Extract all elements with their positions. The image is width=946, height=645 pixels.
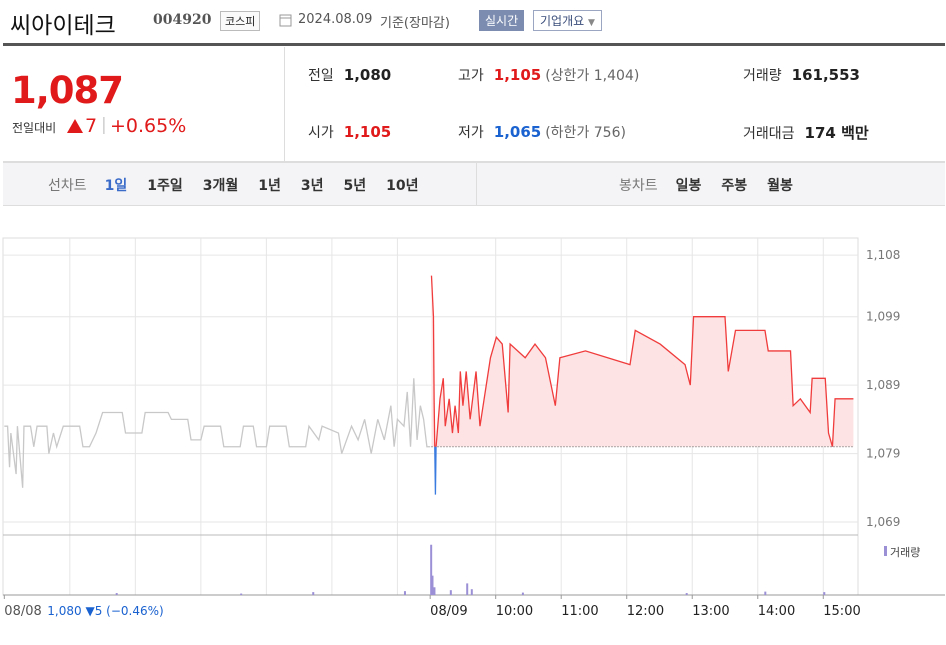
x-tick-label: 13:00: [692, 604, 729, 619]
volume-bar: [823, 592, 826, 595]
item-value: 1,105: [343, 123, 392, 141]
item-label: 거래량: [743, 68, 782, 84]
tab[interactable]: 5년: [343, 178, 367, 194]
item-value: 1,105: [493, 66, 542, 84]
area: [431, 275, 854, 447]
tab[interactable]: 3개월: [202, 178, 239, 194]
x-tick-label: 15:00: [823, 604, 860, 619]
price-line: [430, 275, 854, 447]
item-value: 174 백만: [804, 124, 869, 142]
tab[interactable]: 일봉: [675, 178, 702, 194]
overview-button[interactable]: 기업개요 ▼: [533, 10, 602, 31]
summary-item: 거래대금 174 백만: [743, 122, 869, 143]
overview-label[interactable]: 기업개요: [540, 14, 585, 28]
calendar-icon: [279, 14, 292, 27]
y-tick-label: 1,079: [866, 447, 900, 461]
x-tick-label: 12:00: [627, 604, 664, 619]
item-value: 1,065: [493, 123, 542, 141]
tab-group-label: 봉차트: [619, 178, 658, 194]
y-tick-label: 1,108: [866, 248, 900, 262]
tab[interactable]: 1년: [258, 178, 281, 194]
item-label: 고가: [458, 68, 484, 84]
stock-name: 씨아이테크: [10, 13, 116, 39]
line-tabs: 선차트 1일 1주일 3개월 1년 3년 5년 10년: [48, 175, 419, 195]
volume-bar: [430, 544, 433, 595]
realtime-button[interactable]: 실시간: [479, 10, 525, 31]
volume-bar: [521, 592, 524, 595]
item-note: (상한가 1,404): [545, 68, 640, 84]
x-tick-label: 10:00: [496, 604, 533, 619]
change: 7: [85, 115, 98, 137]
legend-swatch: [884, 546, 887, 556]
volume-bar: [433, 587, 436, 595]
stock-code: 004920: [153, 12, 212, 28]
tab[interactable]: 주봉: [721, 178, 748, 194]
summary-item: 저가 1,065 (하한가 756): [458, 122, 626, 142]
tab-group-label: 선차트: [48, 178, 87, 194]
tabs: 선차트 1일 1주일 3개월 1년 3년 5년 10년 봉차트 일봉 주봉 월봉: [3, 162, 945, 206]
tab-divider: [476, 163, 477, 205]
prev-note: 1,080 ▼5 (−0.46%): [47, 604, 163, 618]
tab[interactable]: 1일: [104, 178, 128, 194]
summary-item: 전일 1,080: [308, 65, 391, 85]
volume-bar: [312, 592, 315, 595]
volume-bar: [685, 593, 688, 595]
legend-label: 거래량: [890, 546, 920, 559]
summary-item: 시가 1,105: [308, 122, 391, 142]
volume-bar: [764, 591, 767, 595]
separator: |: [101, 115, 107, 135]
market-badge: 코스피: [220, 11, 261, 31]
y-tick-label: 1,089: [866, 378, 900, 392]
item-value: 161,553: [791, 66, 860, 84]
price-box: 1,087 전일대비 7 | +0.65%: [3, 47, 285, 161]
item-label: 시가: [308, 125, 334, 141]
item-label: 거래대금: [743, 126, 795, 142]
x-tick-label: 11:00: [561, 604, 598, 619]
candle-tabs: 봉차트 일봉 주봉 월봉: [619, 175, 793, 195]
date: 2024.08.09: [298, 12, 373, 27]
price-line: [4, 378, 431, 488]
volume-bar: [470, 589, 473, 595]
price: 1,087: [11, 69, 124, 112]
volume-bar: [466, 583, 469, 595]
item-value: 1,080: [343, 66, 392, 84]
tab[interactable]: 월봉: [767, 178, 793, 194]
volume-bar: [115, 593, 118, 595]
item-label: 전일: [308, 68, 334, 84]
item-label: 저가: [458, 125, 484, 141]
tab[interactable]: 3년: [300, 178, 324, 194]
up-triangle: [67, 119, 83, 133]
change-label: 전일대비: [12, 121, 57, 135]
x-tick-label: 14:00: [758, 604, 795, 619]
x-tick-label: 08/09: [430, 604, 467, 619]
item-note: (하한가 756): [545, 125, 626, 141]
volume-bar: [449, 590, 452, 595]
rate: +0.65%: [110, 115, 187, 137]
summary-item: 고가 1,105 (상한가 1,404): [458, 65, 639, 85]
volume-bar: [431, 575, 434, 595]
x-tick-label: 08/08: [4, 604, 41, 619]
basis: 기준(장마감): [380, 16, 450, 31]
tab[interactable]: 1주일: [147, 178, 183, 194]
volume-bar: [403, 591, 406, 595]
summary: 1,087 전일대비 7 | +0.65% 전일 1,080 고가 1,105 (상한가…: [3, 47, 945, 162]
y-tick-label: 1,069: [866, 515, 900, 529]
volume-bar: [240, 593, 243, 595]
y-tick-label: 1,099: [866, 310, 900, 324]
tab[interactable]: 10년: [386, 178, 419, 194]
header-rule: [3, 43, 945, 46]
summary-item: 거래량 161,553: [743, 65, 860, 85]
